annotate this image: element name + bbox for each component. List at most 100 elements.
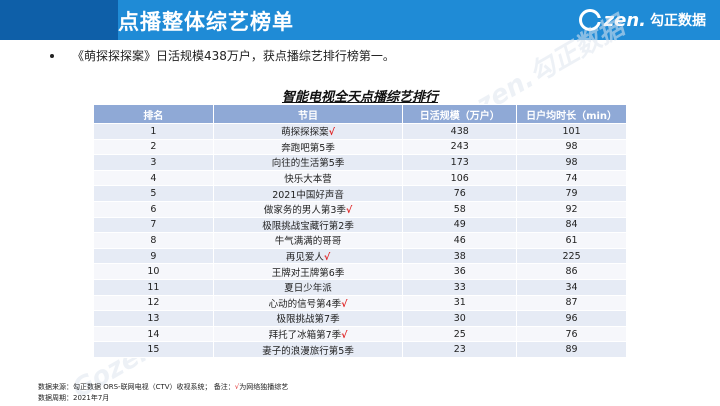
exclusive-check-icon: √ [341,330,348,342]
program-name: 向往的生活第5季 [271,158,345,170]
exclusive-check-icon: √ [328,127,335,139]
summary-bullet: 《萌探探探案》日活规模438万户，获点播综艺排行榜第一。 [50,47,395,64]
cell-program: 奔跑吧第5季 [212,138,404,156]
table-row: 3 向往的生活第5季 173 98 [93,154,627,171]
cell-rank: 1 [93,123,214,140]
program-name: 2021中国好声音 [272,189,344,201]
cell-program: 向往的生活第5季 [212,154,404,171]
program-name: 极限挑战宝藏行第2季 [262,220,354,232]
cell-dau: 46 [402,232,518,249]
cell-rank: 14 [93,325,214,343]
cell-dau: 25 [402,325,518,343]
table-row: 14 拜托了冰箱第7季√ 25 76 [93,325,627,343]
table-row: 2 奔跑吧第5季 243 98 [93,138,627,156]
table-row: 9 再见爱人√ 38 225 [93,247,627,265]
cell-rank: 11 [93,278,214,296]
cell-dau: 38 [402,247,518,265]
cell-duration: 76 [516,325,627,343]
cell-dau: 36 [402,263,518,280]
table-row: 15 妻子的浪漫旅行第5季 23 89 [93,341,627,358]
footer-period: 数据周期：2021年7月 [38,394,110,402]
table-row: 12 心动的信号第4季√ 31 87 [93,294,627,312]
cell-duration: 92 [516,200,627,218]
table-row: 5 2021中国好声音 76 79 [93,185,627,202]
cell-program: 2021中国好声音 [212,185,404,202]
cell-program: 拜托了冰箱第7季√ [212,325,404,343]
cell-program: 牛气满满的哥哥 [212,232,404,249]
cell-program: 妻子的浪漫旅行第5季 [212,341,404,358]
summary-text: 《萌探探探案》日活规模438万户，获点播综艺排行榜第一。 [72,49,395,63]
table-title: 智能电视全天点播综艺排行 [281,90,438,105]
cell-duration: 98 [516,138,627,156]
col-header-rank: 排名 [93,104,214,124]
cell-program: 王牌对王牌第6季 [212,263,404,280]
cell-duration: 101 [516,123,627,140]
col-header-program: 节目 [212,104,404,124]
cell-program: 快乐大本营 [212,169,404,187]
footer-check-icon: √ [234,383,240,391]
cell-rank: 5 [93,185,214,202]
cell-rank: 4 [93,169,214,187]
cell-dau: 49 [402,216,518,234]
cell-dau: 31 [402,294,518,312]
table-row: 6 做家务的男人第3季√ 58 92 [93,200,627,218]
cell-program: 极限挑战宝藏行第2季 [212,216,404,234]
exclusive-check-icon: √ [345,205,353,217]
cell-program: 再见爱人√ [212,247,404,265]
program-name: 极限挑战第7季 [276,314,340,326]
program-name: 心动的信号第4季 [268,298,342,310]
table-row: 8 牛气满满的哥哥 46 61 [93,232,627,249]
cell-duration: 84 [516,216,627,234]
table-row: 13 极限挑战第7季 30 96 [93,310,627,327]
table-row: 11 夏日少年派 33 34 [93,278,627,296]
program-name: 夏日少年派 [284,283,332,295]
cell-program: 极限挑战第7季 [212,310,404,327]
cell-dau: 30 [402,310,518,327]
cell-dau: 76 [402,185,518,202]
logo-cn-text: 勾正数据 [650,13,706,29]
cell-duration: 86 [516,263,627,280]
cell-duration: 225 [516,247,627,265]
cell-dau: 106 [402,169,518,187]
cell-dau: 438 [402,123,518,140]
cell-dau: 58 [402,200,518,218]
brand-logo: zen. 勾正数据 [578,8,706,32]
cell-duration: 87 [516,294,627,312]
cell-rank: 3 [93,154,214,171]
cell-duration: 79 [516,185,627,202]
cell-rank: 15 [93,341,214,358]
header-banner: 点播整体综艺榜单 zen. 勾正数据 [0,0,720,40]
ranking-table: 排名 节目 日活规模（万户） 日户均时长（min） 1 萌探探探案√ 438 101 2… [93,104,627,358]
cell-dau: 23 [402,341,518,358]
cell-program: 萌探探探案√ [212,123,404,140]
cell-duration: 61 [516,232,627,249]
program-name: 拜托了冰箱第7季 [268,330,342,342]
col-header-duration: 日户均时长（min） [516,104,627,124]
footer-source: 数据来源：勾正数据 ORS-联网电视（CTV）收视系统； 备注：√为网络独播综艺 [38,382,288,392]
footer-source-text: 数据来源：勾正数据 ORS-联网电视（CTV）收视系统； 备注： [38,383,235,391]
cell-rank: 10 [93,263,214,280]
cell-program: 做家务的男人第3季√ [212,200,404,218]
footer-source-suffix: 为网络独播综艺 [239,383,289,391]
table-row: 10 王牌对王牌第6季 36 86 [93,263,627,280]
cell-duration: 34 [516,278,627,296]
cell-dau: 33 [402,278,518,296]
program-name: 再见爱人 [285,252,324,264]
table-header-row: 排名 节目 日活规模（万户） 日户均时长（min） [93,104,627,124]
exclusive-check-icon: √ [341,298,348,310]
logo-text: zen. [603,9,646,31]
exclusive-check-icon: √ [323,252,331,264]
program-name: 做家务的男人第3季 [263,205,346,217]
cell-rank: 9 [93,247,214,265]
header-accent [0,0,118,40]
program-name: 萌探探探案 [281,127,329,139]
page-title: 点播整体综艺榜单 [118,10,294,34]
program-name: 王牌对王牌第6季 [271,267,345,279]
cell-dau: 173 [402,154,518,171]
cell-dau: 243 [402,138,518,156]
cell-duration: 74 [516,169,627,187]
cell-rank: 7 [93,216,214,234]
cell-rank: 13 [93,310,214,327]
cell-rank: 8 [93,232,214,249]
program-name: 快乐大本营 [284,174,332,186]
